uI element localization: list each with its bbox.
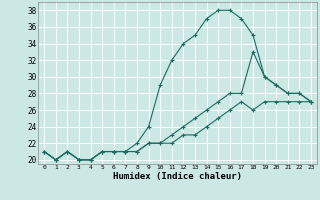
X-axis label: Humidex (Indice chaleur): Humidex (Indice chaleur) bbox=[113, 172, 242, 181]
